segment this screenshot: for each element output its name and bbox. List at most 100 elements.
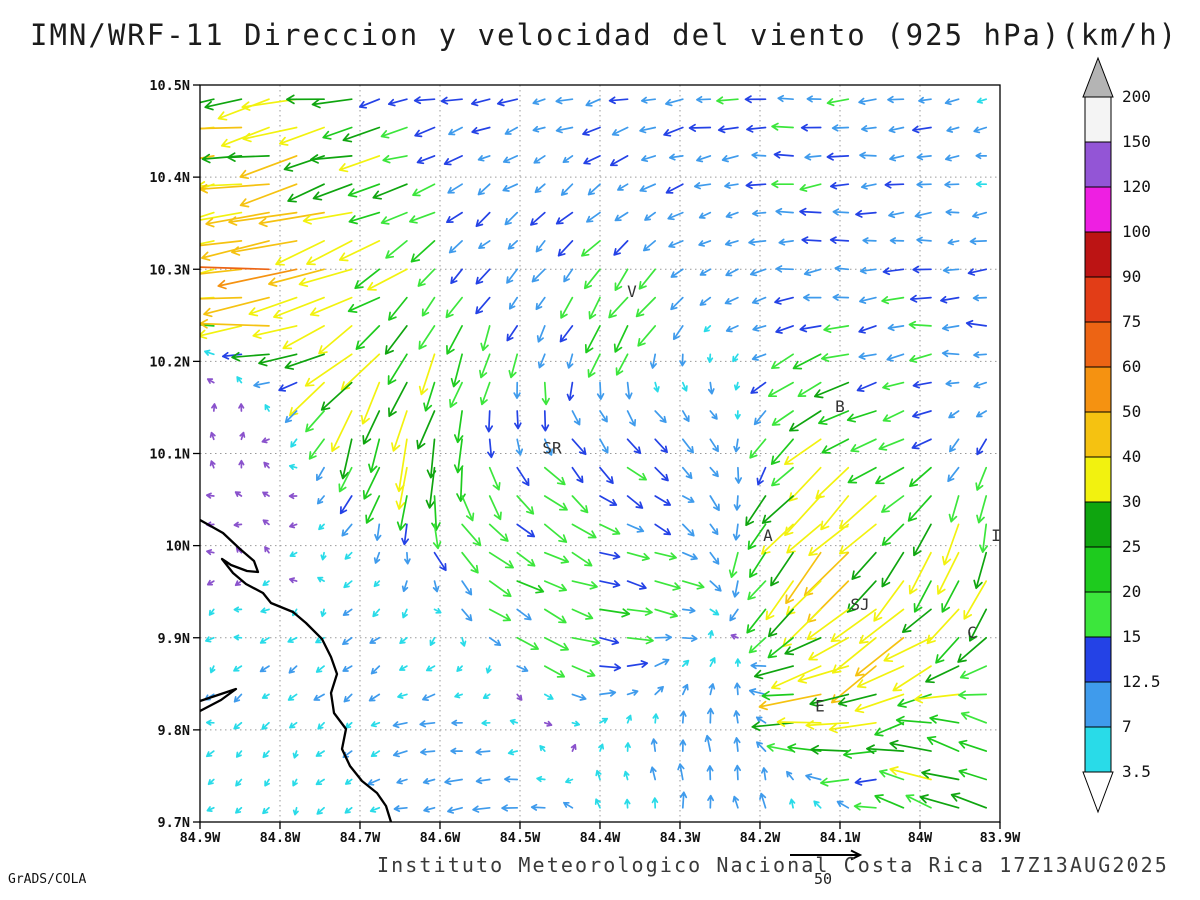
reference-arrow [790,849,863,861]
wind-arrow [488,580,512,598]
wind-arrow [789,798,796,809]
coastline-path [199,518,393,823]
wind-arrow [771,665,822,690]
wind-arrow [543,438,554,456]
wind-arrow [367,778,381,786]
wind-arrow [973,126,988,134]
wind-arrow [626,635,654,645]
wind-arrow [392,750,408,758]
wind-arrow [907,495,932,522]
wind-arrow [613,240,629,256]
wind-arrow [541,410,550,432]
wind-arrow [679,353,686,367]
wind-arrow [747,523,767,550]
wind-arrow [751,151,767,159]
wind-arrow [973,381,988,389]
wind-arrow [826,98,850,107]
wind-arrow [734,410,741,420]
wind-arrow [239,431,246,441]
wind-arrow [709,657,716,667]
wind-arrow [342,665,353,672]
wind-arrow [733,764,742,781]
wind-arrow [654,410,667,424]
wind-arrow [950,792,988,809]
colorbar-label: 90 [1122,267,1141,286]
wind-arrow [626,551,650,562]
wind-arrow [733,737,741,752]
wind-arrow [935,636,960,664]
wind-arrow [461,608,473,622]
wind-arrow [846,410,877,423]
wind-arrow [472,805,491,813]
wind-arrow [200,183,270,194]
wind-arrow [958,768,988,781]
wind-arrow [941,324,960,332]
y-tick-label: 9.7N [157,815,190,831]
wind-arrow [748,238,767,246]
wind-arrow [745,495,767,527]
wind-arrow [681,466,693,480]
wind-arrow [608,96,629,105]
wind-arrow [725,211,739,219]
wind-arrow [679,739,687,752]
wind-arrow [803,268,822,277]
wind-arrow [205,492,215,499]
wind-arrow [268,268,325,287]
wind-arrow [504,126,519,135]
wind-arrow [784,438,822,466]
wind-arrow [226,152,270,162]
wind-arrow [654,633,673,642]
wind-arrow [831,636,877,674]
wind-arrow [594,798,601,809]
wind-arrow [887,323,905,332]
wind-arrow [599,410,608,423]
wind-arrow [234,491,243,497]
wind-arrow [209,460,216,469]
grads-credit: GrADS/COLA [8,872,87,887]
wind-arrow [806,608,850,641]
wind-arrow [343,693,353,703]
wind-arrow [306,240,353,266]
coastline [199,518,393,823]
wind-arrow [681,683,689,696]
wind-arrow [417,268,436,287]
wind-arrow [755,716,767,724]
wind-arrow [418,325,436,350]
wind-arrow [264,404,271,412]
wind-arrow [420,748,436,756]
colorbar-segment [1084,366,1112,413]
x-tick-label: 84.6W [420,830,462,846]
wind-arrow [516,551,536,567]
wind-arrow [785,551,822,605]
wind-arrow [504,775,519,783]
wind-arrow [761,523,794,555]
wind-arrow [342,636,353,646]
wind-arrow [369,636,381,644]
wind-arrow [315,778,325,786]
colorbar-label: 60 [1122,357,1141,376]
wind-arrow [259,636,270,644]
wind-arrow [454,692,463,699]
wind-arrow [217,268,298,290]
wind-arrow [866,744,905,755]
wind-arrow [704,734,712,752]
wind-arrow [533,155,546,164]
wind-arrow [543,580,568,592]
wind-arrow [649,353,657,369]
wind-arrow [565,777,574,784]
wind-arrow [448,126,463,136]
wind-arrow [787,743,822,753]
wind-vectors [200,94,989,816]
wind-arrow [288,665,298,674]
wind-arrow [555,211,574,225]
wind-arrow [585,98,601,107]
wind-arrow [784,636,822,656]
wind-arrow [206,579,215,586]
wind-arrow [365,495,381,524]
wind-arrow [654,523,672,536]
y-tick-label: 10.3N [149,262,190,278]
wind-arrow [433,607,442,614]
wind-arrow [913,580,932,613]
wind-arrow [828,721,877,734]
wind-arrow [506,325,519,342]
